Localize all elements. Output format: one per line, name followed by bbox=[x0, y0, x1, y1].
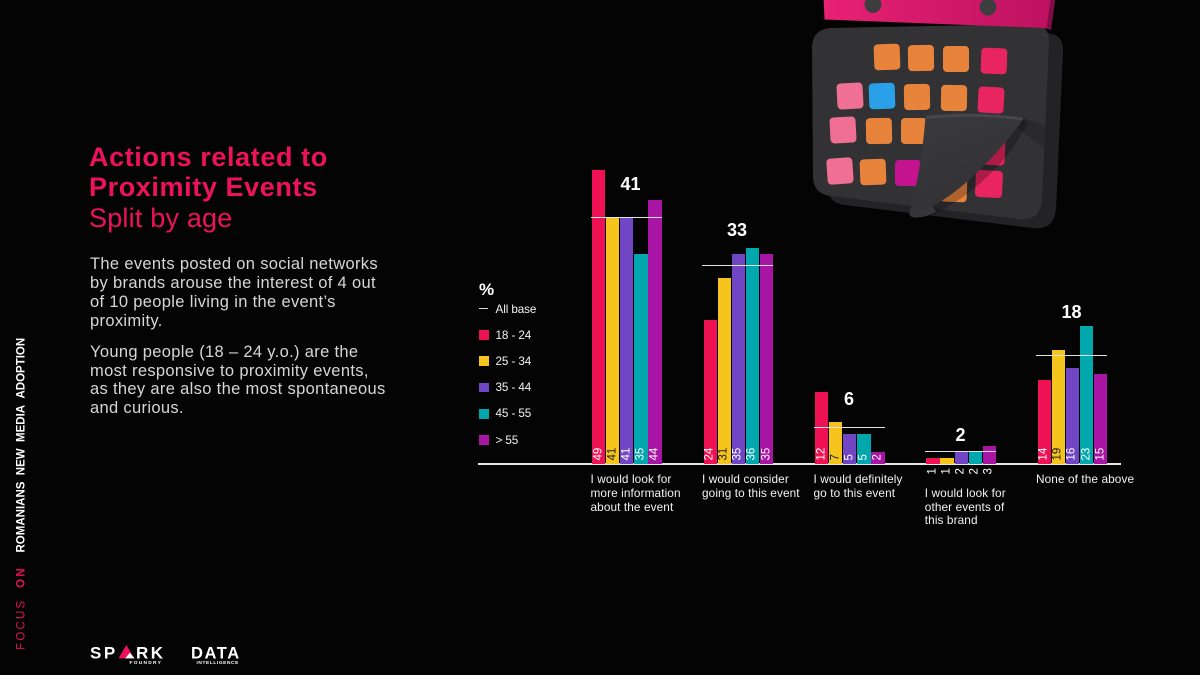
svg-text:SP: SP bbox=[90, 644, 118, 662]
svg-text:FOUNDRY: FOUNDRY bbox=[130, 660, 163, 666]
svg-text:DATA: DATA bbox=[191, 644, 241, 662]
svg-text:INTELLIGENCE: INTELLIGENCE bbox=[197, 660, 240, 666]
svg-text:RK: RK bbox=[136, 644, 166, 662]
